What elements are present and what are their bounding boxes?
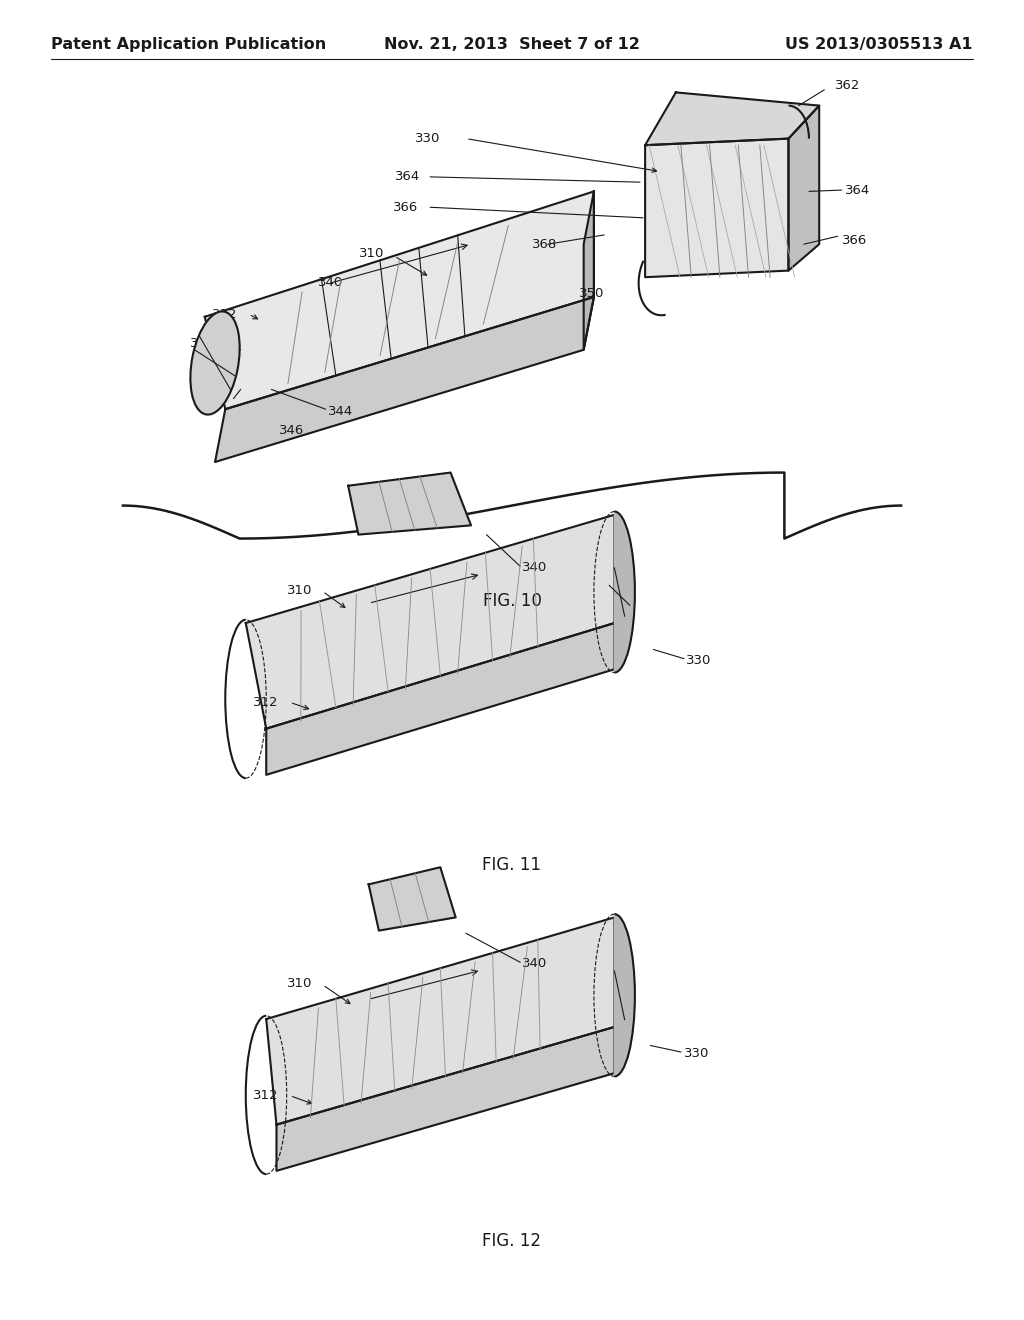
Text: 312: 312 [212, 308, 238, 321]
Text: 310: 310 [287, 583, 312, 597]
Polygon shape [276, 1027, 614, 1171]
Polygon shape [246, 515, 614, 729]
Text: 330: 330 [686, 653, 712, 667]
Polygon shape [645, 92, 819, 145]
Polygon shape [614, 913, 635, 1077]
Text: 344: 344 [328, 405, 353, 418]
Text: FIG. 11: FIG. 11 [482, 855, 542, 874]
Text: 310: 310 [358, 247, 384, 260]
Text: 364: 364 [394, 170, 420, 183]
Text: FIG. 12: FIG. 12 [482, 1232, 542, 1250]
Text: 310: 310 [287, 977, 312, 990]
Polygon shape [266, 917, 614, 1125]
Text: 366: 366 [392, 201, 418, 214]
Polygon shape [645, 139, 788, 277]
Text: 366: 366 [842, 234, 867, 247]
Text: 312: 312 [253, 696, 279, 709]
Text: 364: 364 [845, 183, 870, 197]
Text: 312: 312 [253, 1089, 279, 1102]
Text: 340: 340 [522, 957, 548, 970]
Ellipse shape [190, 312, 240, 414]
Text: Nov. 21, 2013  Sheet 7 of 12: Nov. 21, 2013 Sheet 7 of 12 [384, 37, 640, 51]
Text: 368: 368 [532, 238, 558, 251]
Polygon shape [348, 473, 471, 535]
Text: Patent Application Publication: Patent Application Publication [51, 37, 327, 51]
Text: 346: 346 [280, 424, 304, 437]
Polygon shape [369, 867, 456, 931]
Text: 330: 330 [415, 132, 440, 145]
Text: 340: 340 [317, 276, 343, 289]
Polygon shape [215, 297, 594, 462]
Text: 342: 342 [202, 396, 227, 409]
Polygon shape [205, 191, 594, 409]
Text: 344: 344 [189, 337, 215, 350]
Text: US 2013/0305513 A1: US 2013/0305513 A1 [785, 37, 973, 51]
Text: 346: 346 [189, 358, 215, 371]
Polygon shape [614, 511, 635, 672]
Text: 330: 330 [684, 1047, 710, 1060]
Text: FIG. 10: FIG. 10 [482, 591, 542, 610]
Polygon shape [584, 191, 594, 350]
Text: 362: 362 [835, 79, 860, 92]
Polygon shape [266, 623, 614, 775]
Text: 340: 340 [522, 561, 548, 574]
Text: 350: 350 [579, 286, 604, 300]
Polygon shape [788, 106, 819, 271]
